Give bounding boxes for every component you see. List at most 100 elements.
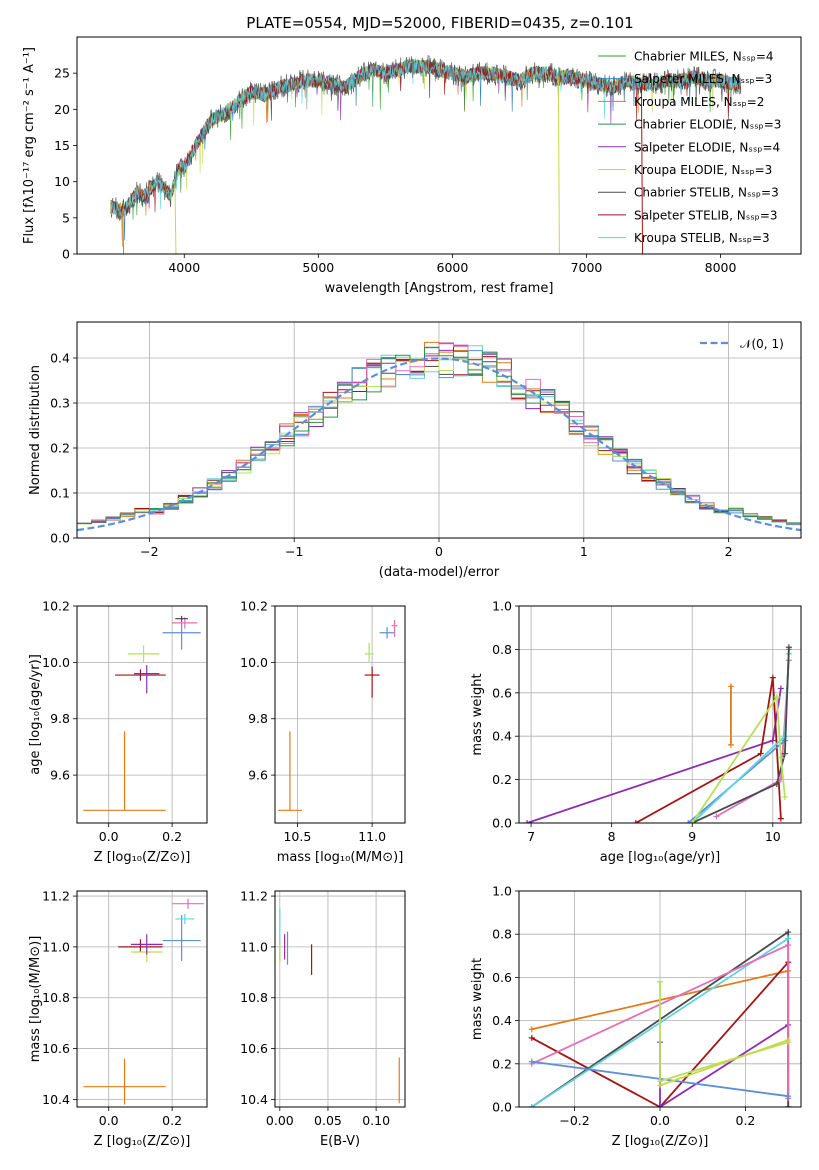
- weight-line-kroupa_stelib: [691, 653, 790, 823]
- data-point: [83, 731, 166, 811]
- weight-line-lime_extra: [691, 694, 786, 823]
- spectrum-legend: Chabrier MILES, Nₛₛₚ=4 Salpeter MILES, Nₛ…: [598, 50, 781, 245]
- y-axis-label: mass weight: [470, 958, 485, 1040]
- axes-frame: [76, 890, 208, 1108]
- y-tick-label: 10.0: [42, 655, 70, 670]
- weight-marker: [528, 1034, 535, 1041]
- x-tick-label: −2: [140, 544, 158, 559]
- y-tick-label: 0: [62, 247, 70, 262]
- y-tick-label: 10.6: [42, 1041, 70, 1056]
- weight-marker: [528, 1058, 535, 1065]
- y-axis-label: age [log₁₀(age/yr)]: [28, 654, 43, 775]
- data-point: [364, 642, 374, 663]
- legend-label: Kroupa MILES, Nₛₛₚ=2: [634, 95, 764, 109]
- weight-marker: [785, 929, 792, 936]
- y-tick-label: 9.6: [248, 768, 268, 783]
- legend-label: Kroupa STELIB, Nₛₛₚ=3: [634, 231, 770, 245]
- x-axis-label: E(B-V): [320, 1134, 360, 1149]
- y-tick-label: 0.0: [492, 1100, 512, 1115]
- y-tick-label: 10.8: [240, 990, 268, 1005]
- x-tick-label: 0.0: [99, 829, 119, 844]
- weight-line-salpeter_elodie: [659, 1024, 789, 1107]
- spectrum-dip: [640, 84, 644, 254]
- y-tick-label: 0.6: [492, 685, 512, 700]
- x-tick-label: 10: [765, 829, 781, 844]
- x-axis-label: Z [log₁₀(Z/Z⊙)]: [94, 850, 191, 865]
- y-tick-label: 0.1: [50, 486, 70, 501]
- x-tick-label: 11.0: [358, 829, 386, 844]
- y-tick-label: 15: [54, 138, 70, 153]
- weight-marker: [785, 1104, 792, 1107]
- weight-marker: [757, 750, 764, 757]
- weight-line-chabrier_stelib: [691, 647, 790, 823]
- legend-label: Chabrier MILES, Nₛₛₚ=4: [634, 50, 774, 64]
- weight-marker: [777, 815, 784, 822]
- y-tick-label: 10.4: [42, 1092, 70, 1107]
- data-point: [130, 934, 163, 955]
- mass-vs-ebv-points: [279, 908, 400, 1104]
- y-tick-label: 0.2: [50, 441, 70, 456]
- axes-frame: [76, 321, 802, 539]
- age-vs-z-panel: 0.0 0.2 9.6 9.8 10.0 10.2 Z [log₁₀(Z/Z⊙)] age […: [28, 599, 208, 865]
- weight-marker: [785, 644, 792, 651]
- y-tick-label: 9.6: [50, 768, 70, 783]
- data-point: [115, 669, 166, 681]
- legend-label: Kroupa ELODIE, Nₛₛₚ=3: [634, 163, 772, 177]
- y-tick-label: 10.4: [240, 1092, 268, 1107]
- data-point: [162, 915, 201, 961]
- spectrum-panel: 4000 5000 6000 7000 8000 0 5 10 15 20 25 wavelength…: [22, 36, 802, 296]
- y-axis-label: Flux [fλ10⁻¹⁷ erg cm⁻² s⁻¹ A⁻¹]: [22, 47, 37, 244]
- weight-marker: [657, 1082, 663, 1089]
- x-tick-label: 0.2: [162, 1113, 182, 1128]
- y-tick-label: 10.0: [240, 655, 268, 670]
- y-tick-label: 0.6: [492, 970, 512, 985]
- weight-vs-z-panel: −0.2 0.0 0.2 0.0 0.2 0.4 0.6 0.8 1.0 Z [log₁₀(Z/Z…: [470, 884, 802, 1149]
- y-tick-label: 1.0: [492, 599, 512, 614]
- data-point: [175, 913, 195, 925]
- data-point: [118, 939, 163, 952]
- legend-label: Chabrier ELODIE, Nₛₛₚ=3: [634, 118, 781, 132]
- y-tick-label: 11.0: [42, 939, 70, 954]
- x-tick-label: 0.2: [736, 1113, 756, 1128]
- axes-frame: [76, 36, 802, 255]
- y-tick-label: 0.2: [492, 1056, 512, 1071]
- data-point: [162, 621, 201, 650]
- data-point: [277, 731, 302, 811]
- weight-marker: [781, 750, 788, 757]
- y-tick-label: 11.0: [240, 939, 268, 954]
- weight-marker: [785, 942, 792, 948]
- data-point: [364, 666, 380, 698]
- y-tick-label: 1.0: [492, 884, 512, 899]
- weight-marker: [713, 813, 720, 820]
- x-tick-label: 8000: [705, 260, 737, 275]
- y-axis-label: Normed distribution: [28, 365, 43, 495]
- y-tick-label: 0.0: [492, 816, 512, 831]
- weight-vs-age-panel: 7 8 9 10 0.0 0.2 0.4 0.6 0.8 1.0 age [log₁₀(age/yr…: [470, 599, 802, 865]
- weight-marker: [785, 1093, 792, 1100]
- axes-frame: [274, 890, 406, 1108]
- weight-marker: [773, 780, 780, 787]
- weight-marker: [685, 820, 692, 823]
- x-tick-label: 4000: [168, 260, 200, 275]
- y-tick-label: 0.8: [492, 642, 512, 657]
- y-tick-label: 25: [54, 66, 70, 81]
- y-axis-label: mass [log₁₀(M/M⊙)]: [28, 936, 43, 1063]
- axes-frame: [518, 890, 802, 1108]
- data-point: [175, 615, 188, 622]
- weight-vs-z-lines: [528, 929, 792, 1107]
- y-tick-label: 10.2: [42, 599, 70, 614]
- data-point: [134, 665, 160, 694]
- data-point: [172, 898, 204, 909]
- data-point: [127, 645, 160, 663]
- legend-label: Salpeter STELIB, Nₛₛₚ=3: [634, 208, 778, 222]
- x-axis-label: age [log₁₀(age/yr)]: [600, 850, 721, 865]
- residual-histograms: [77, 341, 801, 532]
- x-tick-label: −1: [285, 544, 303, 559]
- x-tick-label: 0.0: [99, 1113, 119, 1128]
- weight-marker: [727, 741, 734, 748]
- weight-marker: [785, 1037, 792, 1044]
- y-tick-label: 0.4: [492, 729, 512, 744]
- x-tick-label: 0: [435, 544, 443, 559]
- weight-vs-age-lines: [524, 644, 792, 823]
- x-tick-label: 2: [725, 544, 733, 559]
